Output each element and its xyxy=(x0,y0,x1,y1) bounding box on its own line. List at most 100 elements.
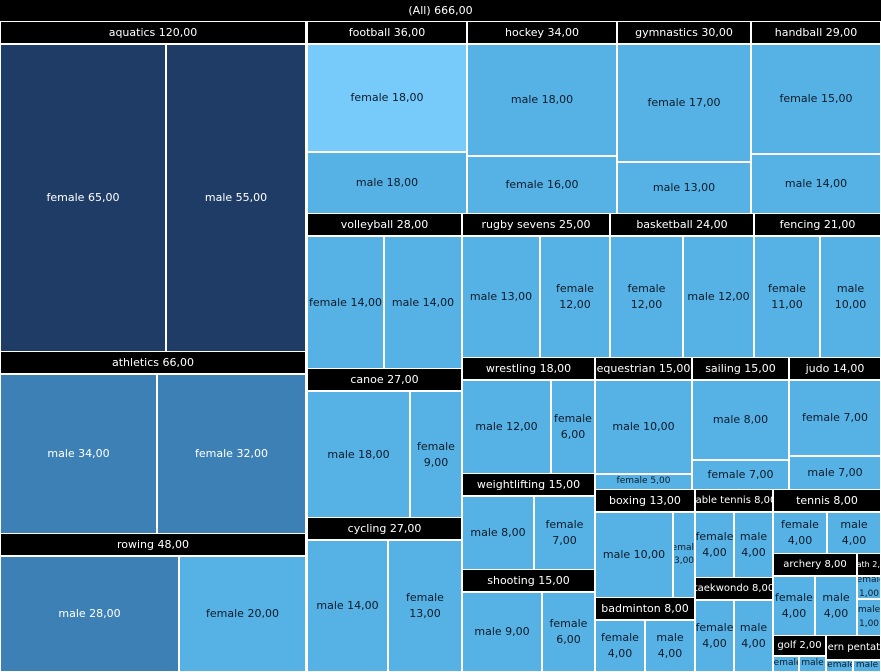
leaf-canoe-male[interactable]: male 18,00 xyxy=(308,392,409,517)
leaf-archery-male[interactable]: male 4,00 xyxy=(816,577,856,635)
leaf-sailing-female[interactable]: female 7,00 xyxy=(693,461,788,489)
leaf-basketball-female[interactable]: female 12,00 xyxy=(611,237,682,357)
leaf-gymnastics-male[interactable]: male 13,00 xyxy=(618,163,750,213)
leaf-taekwondo-female[interactable]: female 4,00 xyxy=(696,601,733,671)
leaf-label: female 7,00 xyxy=(802,411,868,425)
leaf-weightlifting-male[interactable]: male 8,00 xyxy=(463,497,533,569)
leaf-gymnastics-female[interactable]: female 17,00 xyxy=(618,45,750,161)
leaf-archery-female[interactable]: female 4,00 xyxy=(774,577,814,635)
group-header-weightlifting[interactable]: weightlifting 15,00 xyxy=(463,474,594,495)
leaf-modern-pentathlon-female[interactable]: female xyxy=(827,661,852,671)
leaf-shooting-male[interactable]: male 9,00 xyxy=(463,593,541,671)
group-header-archery[interactable]: archery 8,00 xyxy=(774,554,856,575)
leaf-value: 4,00 xyxy=(702,637,727,650)
leaf-value: 6,00 xyxy=(560,428,586,441)
group-header-fencing[interactable]: fencing 21,00 xyxy=(755,214,880,235)
leaf-label: female xyxy=(858,577,880,586)
leaf-badminton-male[interactable]: male 4,00 xyxy=(646,621,694,671)
leaf-hockey-female[interactable]: female 16,00 xyxy=(468,157,616,213)
group-header-handball[interactable]: handball 29,00 xyxy=(752,22,880,43)
leaf-value: 7,00 xyxy=(552,534,577,547)
leaf-sailing-male[interactable]: male 8,00 xyxy=(693,381,788,459)
group-header-rugby-sevens[interactable]: rugby sevens 25,00 xyxy=(463,214,609,235)
leaf-table-tennis-male[interactable]: male 4,00 xyxy=(735,513,772,577)
leaf-label: female 14,00 xyxy=(309,295,382,309)
group-header-golf[interactable]: golf 2,00 xyxy=(774,636,825,655)
leaf-label: female xyxy=(549,617,588,631)
leaf-rugby-sevens-female[interactable]: female 12,00 xyxy=(541,237,609,357)
group-header-cycling[interactable]: cycling 27,00 xyxy=(308,518,461,539)
leaf-value: 1,00 xyxy=(858,618,880,629)
leaf-athletics-male[interactable]: male 34,00 xyxy=(1,375,156,533)
leaf-shooting-female[interactable]: female 6,00 xyxy=(543,593,594,671)
leaf-modern-pentathlon-male[interactable]: male xyxy=(854,661,880,671)
leaf-football-female[interactable]: female 18,00 xyxy=(308,45,466,151)
leaf-rugby-sevens-male[interactable]: male 13,00 xyxy=(463,237,539,357)
group-header-modern-pentathlon[interactable]: modern pentathlon xyxy=(827,636,880,659)
leaf-boxing-female[interactable]: female 3,00 xyxy=(674,513,694,597)
leaf-cycling-male[interactable]: male 14,00 xyxy=(308,541,387,671)
group-header-athletics[interactable]: athletics 66,00 xyxy=(1,352,305,373)
group-header-shooting[interactable]: shooting 15,00 xyxy=(463,570,594,591)
leaf-label: female 11,00 xyxy=(768,282,806,311)
leaf-tennis-female[interactable]: female 4,00 xyxy=(774,513,826,553)
group-header-wrestling[interactable]: wrestling 18,00 xyxy=(463,358,594,379)
group-header-triathlon[interactable]: triath 2,00 xyxy=(858,554,880,575)
group-header-rowing[interactable]: rowing 48,00 xyxy=(1,534,305,555)
leaf-fencing-male[interactable]: male 10,00 xyxy=(821,237,880,357)
leaf-handball-male[interactable]: male 14,00 xyxy=(752,155,880,213)
group-header-taekwondo[interactable]: taekwondo 8,00 xyxy=(696,578,772,599)
group-header-boxing[interactable]: boxing 13,00 xyxy=(596,490,694,511)
leaf-canoe-female[interactable]: female 9,00 xyxy=(411,392,461,517)
leaf-aquatics-female[interactable]: female 65,00 xyxy=(1,45,165,351)
leaf-wrestling-female[interactable]: female 6,00 xyxy=(552,381,594,473)
group-header-judo[interactable]: judo 14,00 xyxy=(790,358,880,379)
group-header-equestrian[interactable]: equestrian 15,00 xyxy=(596,358,691,379)
group-header-aquatics[interactable]: aquatics 120,00 xyxy=(1,22,305,43)
leaf-hockey-male[interactable]: male 18,00 xyxy=(468,45,616,155)
leaf-wrestling-male[interactable]: male 12,00 xyxy=(463,381,550,473)
leaf-tennis-male[interactable]: male 4,00 xyxy=(828,513,880,553)
group-header-hockey[interactable]: hockey 34,00 xyxy=(468,22,616,43)
leaf-athletics-female[interactable]: female 32,00 xyxy=(158,375,305,533)
group-header-table-tennis[interactable]: table tennis 8,00 xyxy=(696,490,772,511)
group-header-tennis[interactable]: tennis 8,00 xyxy=(774,490,880,511)
leaf-label: male 12,00 xyxy=(687,290,750,304)
leaf-table-tennis-female[interactable]: female 4,00 xyxy=(696,513,733,577)
leaf-rowing-male[interactable]: male 28,00 xyxy=(1,557,178,671)
group-header-badminton[interactable]: badminton 8,00 xyxy=(596,598,694,619)
leaf-fencing-female[interactable]: female 11,00 xyxy=(755,237,819,357)
leaf-rowing-female[interactable]: female 20,00 xyxy=(180,557,305,671)
group-header-canoe[interactable]: canoe 27,00 xyxy=(308,369,461,390)
leaf-triathlon-female[interactable]: female 1,00 xyxy=(858,577,880,598)
leaf-label: male 34,00 xyxy=(47,447,110,461)
leaf-taekwondo-male[interactable]: male 4,00 xyxy=(735,601,772,671)
leaf-golf-male[interactable]: male xyxy=(800,657,825,671)
leaf-judo-male[interactable]: male 7,00 xyxy=(790,457,880,489)
leaf-label: female 65,00 xyxy=(46,191,120,205)
leaf-golf-female[interactable]: female xyxy=(774,657,798,671)
leaf-boxing-male[interactable]: male 10,00 xyxy=(596,513,672,597)
leaf-weightlifting-female[interactable]: female 7,00 xyxy=(535,497,594,569)
leaf-equestrian-male[interactable]: male 10,00 xyxy=(596,381,691,473)
leaf-label: female 13,00 xyxy=(406,591,444,620)
leaf-triathlon-male[interactable]: male 1,00 xyxy=(858,600,880,635)
leaf-volleyball-female[interactable]: female 14,00 xyxy=(308,237,383,368)
leaf-value: 10,00 xyxy=(834,298,867,311)
group-header-gymnastics[interactable]: gymnastics 30,00 xyxy=(618,22,750,43)
leaf-badminton-female[interactable]: female 4,00 xyxy=(596,621,644,671)
leaf-volleyball-male[interactable]: male 14,00 xyxy=(385,237,461,368)
group-header-basketball[interactable]: basketball 24,00 xyxy=(611,214,753,235)
leaf-football-male[interactable]: male 18,00 xyxy=(308,153,466,213)
leaf-label: male 10,00 xyxy=(612,420,675,434)
leaf-basketball-male[interactable]: male 12,00 xyxy=(684,237,753,357)
leaf-cycling-female[interactable]: female 13,00 xyxy=(389,541,461,671)
group-header-volleyball[interactable]: volleyball 28,00 xyxy=(308,214,461,235)
leaf-aquatics-male[interactable]: male 55,00 xyxy=(167,45,305,351)
leaf-handball-female[interactable]: female 15,00 xyxy=(752,45,880,153)
group-header-football[interactable]: football 36,00 xyxy=(308,22,466,43)
leaf-label: female 18,00 xyxy=(350,91,424,105)
group-header-sailing[interactable]: sailing 15,00 xyxy=(693,358,788,379)
leaf-judo-female[interactable]: female 7,00 xyxy=(790,381,880,455)
leaf-equestrian-female[interactable]: female 5,00 xyxy=(596,475,691,489)
